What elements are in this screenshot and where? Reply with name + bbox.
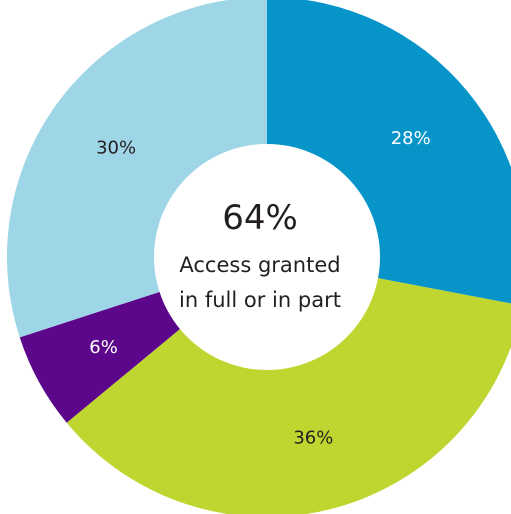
slice-1 [66,257,511,514]
center-caption-line-1: Access granted [179,253,340,277]
slice-label-2: 6% [89,337,118,358]
slice-label-1: 36% [293,428,333,449]
slice-labels-group: 28% 36% 6% 30% [89,128,430,449]
slice-label-3: 30% [96,137,136,158]
center-value: 64% [222,198,298,238]
slice-label-0: 28% [391,128,431,149]
center-caption-line-2: in full or in part [179,288,341,312]
center-hole [154,144,380,370]
